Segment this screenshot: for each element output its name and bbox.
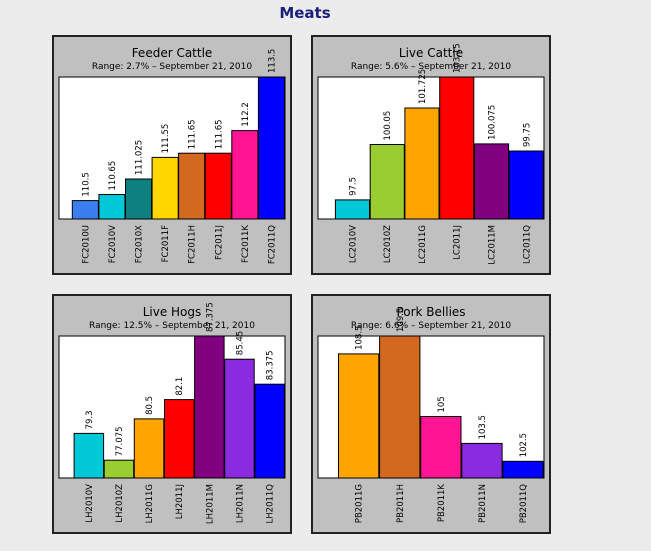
data-label: 100.05 bbox=[383, 111, 393, 141]
data-label: 111.025 bbox=[135, 140, 145, 175]
tick-label: FC2010X bbox=[135, 225, 145, 263]
tick-label: LC2011M bbox=[488, 225, 498, 265]
tick-label: FC2011Q bbox=[267, 225, 277, 264]
data-label: 111.65 bbox=[188, 119, 198, 149]
tick-label: LH2011Q bbox=[266, 484, 276, 524]
data-label: 113.5 bbox=[267, 49, 277, 73]
tick-label: LC2011G bbox=[418, 225, 428, 264]
data-label: 87.375 bbox=[205, 302, 215, 332]
data-label: 80.5 bbox=[145, 396, 155, 415]
bar bbox=[204, 152, 232, 220]
chart-title: Live Hogs bbox=[142, 305, 202, 319]
bar bbox=[369, 144, 405, 220]
chart-panel-pork-bellies: Pork Bellies Range: 6.6% – September 21,… bbox=[311, 294, 551, 534]
tick-label: LC2010Z bbox=[383, 225, 393, 263]
chart-panel-live-cattle: Live Cattle Range: 5.6% – September 21, … bbox=[311, 35, 551, 275]
tick-label: FC2010V bbox=[108, 225, 118, 263]
data-label: 108.5 bbox=[355, 326, 365, 350]
bar bbox=[194, 335, 225, 479]
bar bbox=[125, 178, 153, 220]
bar bbox=[404, 107, 440, 220]
bar bbox=[231, 130, 259, 220]
tick-label: FC2011J bbox=[214, 225, 224, 260]
bar bbox=[98, 194, 126, 220]
bar bbox=[103, 459, 135, 479]
data-label: 103.15 bbox=[453, 43, 463, 73]
data-label: 100.075 bbox=[488, 105, 498, 140]
bar bbox=[254, 383, 285, 479]
bar bbox=[178, 152, 206, 220]
bar bbox=[257, 76, 285, 220]
data-label: 103.5 bbox=[478, 415, 488, 439]
tick-label: PB2011N bbox=[478, 484, 488, 523]
tick-label: LH2011J bbox=[175, 484, 185, 519]
bar-chart: 108.5 PB2011G 109.5 PB2011H 105 PB2011K 103.5 P… bbox=[317, 308, 545, 524]
chart-title: Feeder Cattle bbox=[131, 46, 213, 60]
bar bbox=[508, 150, 544, 220]
chart-subtitle: Range: 12.5% – September 21, 2010 bbox=[89, 321, 255, 331]
data-label: 85.45 bbox=[236, 331, 246, 355]
data-label: 110.5 bbox=[81, 172, 91, 196]
tick-label: LH2011M bbox=[205, 484, 215, 524]
data-label: 77.075 bbox=[115, 426, 125, 456]
bar bbox=[133, 418, 165, 479]
tick-label: LC2011J bbox=[453, 225, 463, 260]
tick-label: LH2010Z bbox=[115, 484, 125, 523]
tick-label: PB2011G bbox=[355, 484, 365, 523]
tick-label: LH2011N bbox=[236, 484, 246, 523]
bar-chart: 97.5 LC2010V 100.05 LC2010Z 101.725 LC2011G 10… bbox=[317, 43, 545, 265]
bar bbox=[224, 358, 255, 479]
data-label: 109.5 bbox=[396, 308, 406, 332]
tick-label: FC2011K bbox=[241, 225, 251, 263]
tick-label: LH2011G bbox=[145, 484, 155, 523]
bar bbox=[379, 335, 421, 479]
chart-panel-live-hogs: Live Hogs Range: 12.5% – September 21, 2… bbox=[52, 294, 292, 534]
bar bbox=[420, 416, 462, 479]
tick-label: PB2011K bbox=[437, 484, 447, 523]
tick-label: FC2011H bbox=[188, 225, 198, 264]
data-label: 99.75 bbox=[522, 123, 532, 147]
chart-title: Live Cattle bbox=[398, 46, 464, 60]
bar-chart: 110.5 FC2010U 110.65 FC2010V 111.025 FC2010X 1… bbox=[58, 49, 286, 264]
chart-subtitle: Range: 6.6% – September 21, 2010 bbox=[350, 321, 512, 331]
page-title: Meats bbox=[279, 4, 331, 22]
bar bbox=[151, 156, 179, 220]
tick-label: LC2011Q bbox=[522, 225, 532, 264]
tick-label: FC2011F bbox=[161, 225, 171, 262]
bar bbox=[73, 432, 105, 479]
data-label: 111.65 bbox=[214, 119, 224, 149]
bar bbox=[502, 460, 544, 479]
bar bbox=[461, 442, 503, 479]
bar bbox=[474, 143, 510, 220]
tick-label: PB2011H bbox=[396, 484, 406, 523]
data-label: 110.65 bbox=[108, 161, 118, 191]
data-label: 82.1 bbox=[175, 377, 185, 396]
data-label: 79.3 bbox=[85, 410, 95, 429]
bar bbox=[71, 200, 99, 220]
chart-subtitle: Range: 2.7% – September 21, 2010 bbox=[91, 62, 253, 72]
bar bbox=[439, 76, 475, 220]
data-label: 83.375 bbox=[266, 350, 276, 380]
tick-label: PB2011Q bbox=[519, 484, 529, 524]
bar bbox=[164, 399, 195, 479]
bar bbox=[334, 199, 370, 220]
data-label: 105 bbox=[437, 396, 447, 412]
data-label: 101.725 bbox=[418, 69, 428, 104]
tick-label: LC2010V bbox=[348, 225, 358, 263]
chart-title: Pork Bellies bbox=[396, 305, 466, 319]
data-label: 102.5 bbox=[519, 433, 529, 457]
bar-chart: 79.3 LH2010V 77.075 LH2010Z 80.5 LH2011G 82.1 L… bbox=[58, 302, 286, 524]
tick-label: LH2010V bbox=[85, 484, 95, 523]
chart-panel-feeder-cattle: Feeder Cattle Range: 2.7% – September 21… bbox=[52, 35, 292, 275]
chart-subtitle: Range: 5.6% – September 21, 2010 bbox=[350, 62, 512, 72]
data-label: 111.55 bbox=[161, 124, 171, 154]
data-label: 97.5 bbox=[348, 177, 358, 196]
bar bbox=[338, 353, 380, 479]
data-label: 112.2 bbox=[241, 102, 251, 126]
tick-label: FC2010U bbox=[81, 225, 91, 264]
